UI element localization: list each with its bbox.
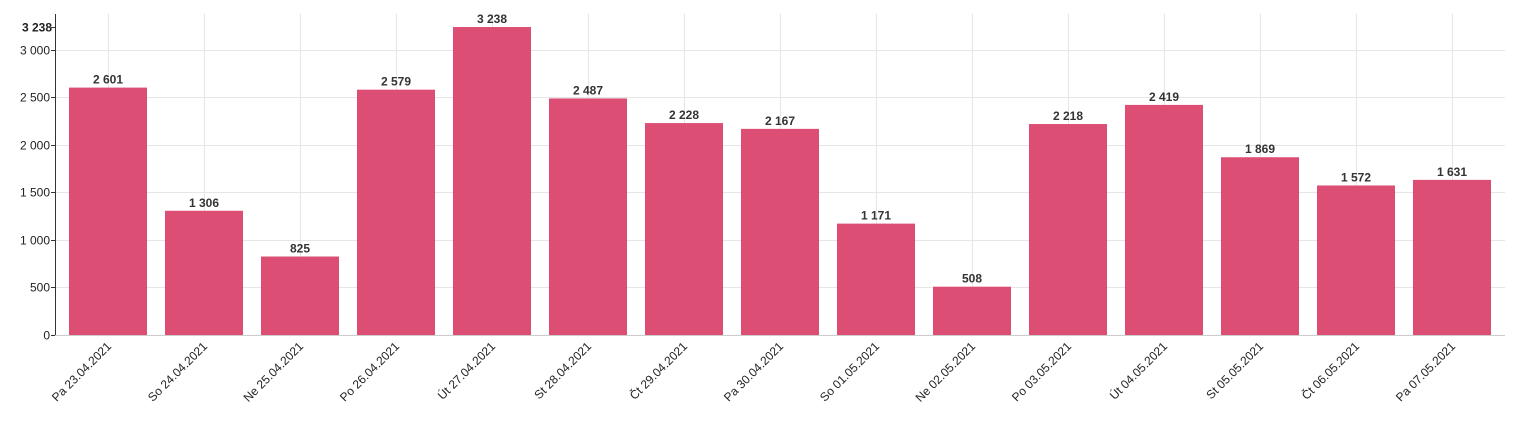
y-max-label: 3 238 bbox=[22, 21, 52, 35]
x-tick-label: Čt 06.05.2021 bbox=[1298, 338, 1362, 402]
bar bbox=[933, 286, 1011, 335]
bar-value-label: 2 419 bbox=[1149, 90, 1179, 104]
y-tick-label: 500 bbox=[30, 281, 50, 295]
y-tick-label: 2 000 bbox=[20, 139, 50, 153]
y-tick-label: 0 bbox=[43, 329, 50, 343]
x-tick-label: Pa 23.04.2021 bbox=[49, 339, 114, 404]
axes bbox=[51, 14, 1505, 336]
x-tick-label: Út 27.04.2021 bbox=[434, 338, 498, 402]
bar-value-label: 3 238 bbox=[477, 12, 507, 26]
bar bbox=[837, 223, 915, 335]
y-axis-tick-labels: 0 500 1 000 1 500 2 000 2 500 3 000 3 238 bbox=[20, 21, 52, 343]
x-tick-label: Pa 07.05.2021 bbox=[1393, 339, 1458, 404]
x-tick-label: Ne 02.05.2021 bbox=[913, 339, 979, 405]
bar-value-label: 2 487 bbox=[573, 83, 603, 97]
bar-value-label: 508 bbox=[962, 272, 982, 286]
bar-value-label: 1 306 bbox=[189, 196, 219, 210]
bar-value-label: 2 601 bbox=[93, 73, 123, 87]
x-tick-label: Po 03.05.2021 bbox=[1009, 339, 1074, 404]
x-tick-label: Čt 29.04.2021 bbox=[626, 338, 690, 402]
x-tick-label: So 24.04.2021 bbox=[145, 339, 210, 404]
bar bbox=[453, 27, 531, 335]
bar-value-label: 1 171 bbox=[861, 209, 891, 223]
bar-value-label: 825 bbox=[290, 242, 310, 256]
x-tick-label: St 05.05.2021 bbox=[1203, 339, 1266, 402]
data-labels: 2 601 1 306 825 2 579 3 238 2 487 2 228 2 167 1 … bbox=[93, 12, 1467, 286]
bar-value-label: 1 572 bbox=[1341, 170, 1371, 184]
bar bbox=[357, 89, 435, 335]
y-tick-label: 2 500 bbox=[20, 91, 50, 105]
bar bbox=[165, 210, 243, 335]
bar-value-label: 1 869 bbox=[1245, 142, 1275, 156]
bar bbox=[1317, 185, 1395, 335]
x-tick-label: Po 26.04.2021 bbox=[337, 339, 402, 404]
bar bbox=[1413, 179, 1491, 335]
y-tick-label: 3 000 bbox=[20, 44, 50, 58]
bar bbox=[69, 87, 147, 335]
x-axis-tick-labels: Pa 23.04.2021 So 24.04.2021 Ne 25.04.2021 P… bbox=[49, 338, 1458, 405]
y-tick-label: 1 500 bbox=[20, 186, 50, 200]
bars bbox=[69, 27, 1491, 335]
bar-value-label: 2 218 bbox=[1053, 109, 1083, 123]
bar bbox=[645, 123, 723, 335]
bar-value-label: 2 167 bbox=[765, 114, 795, 128]
bar bbox=[549, 98, 627, 335]
x-tick-label: Ne 25.04.2021 bbox=[241, 339, 307, 405]
bar bbox=[1029, 124, 1107, 335]
bar-value-label: 2 579 bbox=[381, 75, 411, 89]
bar-value-label: 1 631 bbox=[1437, 165, 1467, 179]
y-tick-label: 1 000 bbox=[20, 234, 50, 248]
x-tick-label: So 01.05.2021 bbox=[817, 339, 882, 404]
x-tick-label: Pa 30.04.2021 bbox=[721, 339, 786, 404]
bar bbox=[261, 256, 339, 335]
x-tick-label: St 28.04.2021 bbox=[531, 339, 594, 402]
bar bbox=[741, 128, 819, 335]
bar bbox=[1221, 157, 1299, 335]
bar bbox=[1125, 104, 1203, 335]
bar-value-label: 2 228 bbox=[669, 108, 699, 122]
x-tick-label: Út 04.05.2021 bbox=[1106, 338, 1170, 402]
